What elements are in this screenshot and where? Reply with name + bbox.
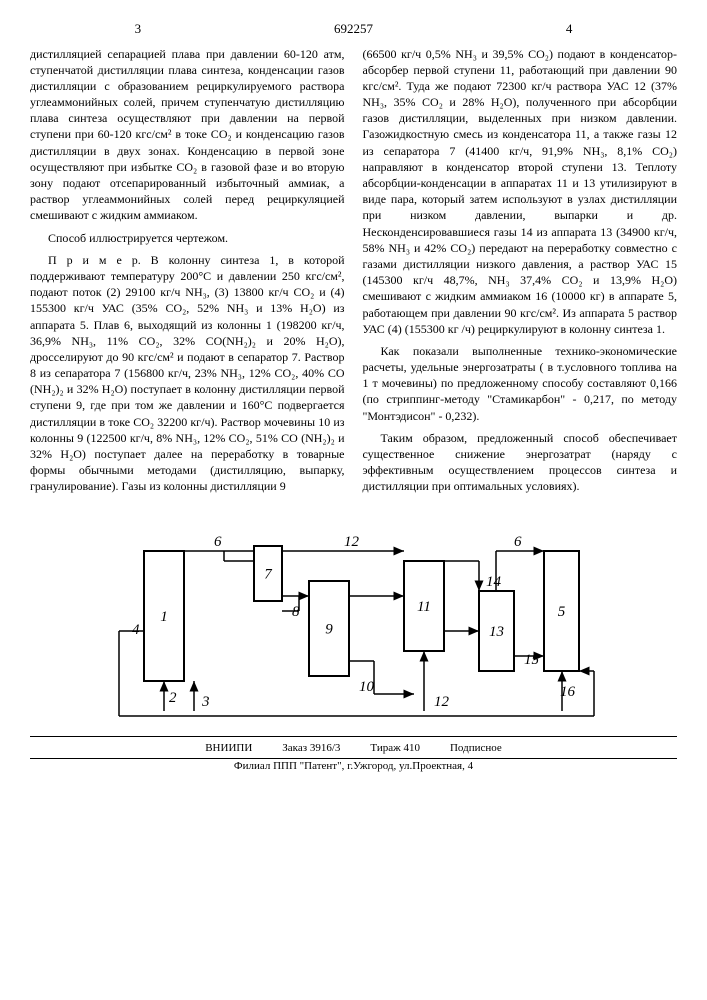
patent-number: 692257 (246, 20, 462, 38)
flowchart-stream-label: 8 (292, 604, 300, 620)
page-num-right: 4 (461, 20, 677, 38)
flowchart-stream-label: 6 (514, 534, 522, 550)
column-right: (66500 кг/ч 0,5% NH₃ и 39,5% CO₂) подают… (363, 46, 678, 501)
flowchart-box-label: 13 (489, 624, 504, 640)
flowchart-stream-label: 14 (486, 574, 502, 590)
flowchart-stream-label: 6 (214, 534, 222, 550)
footer-sub: Подписное (450, 741, 502, 756)
content-wrapper: дистилляцией сепарацией плава при давлен… (30, 46, 677, 501)
footer-address: Филиал ППП "Патент", г.Ужгород, ул.Проек… (30, 759, 677, 774)
footer-row1: ВНИИПИ Заказ 3916/3 Тираж 410 Подписное (30, 741, 677, 760)
page-footer: ВНИИПИ Заказ 3916/3 Тираж 410 Подписное … (30, 736, 677, 775)
flowchart-box-label: 5 (557, 604, 565, 620)
col2-para3: Таким образом, предложенный способ обесп… (363, 430, 678, 495)
column-left: дистилляцией сепарацией плава при давлен… (30, 46, 345, 501)
flowchart-stream-label: 3 (201, 694, 210, 710)
footer-order: Заказ 3916/3 (282, 741, 340, 756)
flowchart-stream-label: 16 (560, 684, 576, 700)
footer-tirazh: Тираж 410 (370, 741, 420, 756)
flowchart-stream-label: 2 (169, 690, 177, 706)
footer-org: ВНИИПИ (205, 741, 252, 756)
flowchart-stream-label: 12 (344, 534, 360, 550)
col2-para2: Как показали выполненные технико-экономи… (363, 343, 678, 424)
text-columns: дистилляцией сепарацией плава при давлен… (30, 46, 677, 501)
page-header: 3 692257 4 (30, 20, 677, 38)
flowchart-box-label: 9 (325, 621, 333, 637)
col1-para1: дистилляцией сепарацией плава при давлен… (30, 46, 345, 224)
flowchart-stream-label: 4 (132, 622, 140, 638)
col1-para2: Способ иллюстрируется чертежом. (30, 230, 345, 246)
process-flowchart: 1 7 9 11 13 5 6 12 6 4 8 2 3 10 12 14 15 16 (84, 516, 624, 726)
flowchart-box-label: 1 (160, 609, 168, 625)
flowchart-stream-label: 12 (434, 694, 450, 710)
flowchart-stream-label: 10 (359, 679, 375, 695)
flowchart-stream-label: 15 (524, 652, 540, 668)
col1-para3: П р и м е р. В колонну синтеза 1, в кото… (30, 252, 345, 495)
flowchart-box-label: 11 (417, 599, 431, 615)
flowchart-box-label: 7 (264, 566, 273, 582)
col2-para1: (66500 кг/ч 0,5% NH₃ и 39,5% CO₂) подают… (363, 46, 678, 337)
page-num-left: 3 (30, 20, 246, 38)
